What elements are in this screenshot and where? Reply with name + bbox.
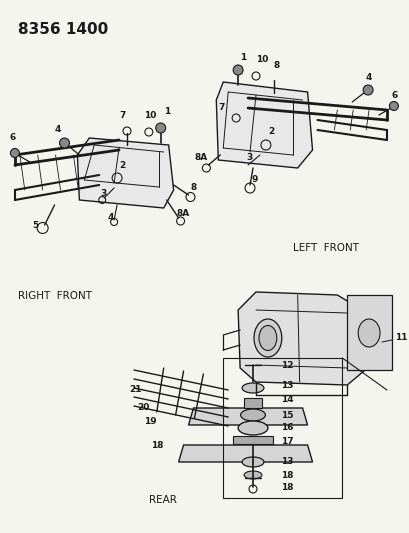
Text: 17: 17 xyxy=(280,438,293,447)
Text: 15: 15 xyxy=(280,410,292,419)
Circle shape xyxy=(155,123,165,133)
Text: 2: 2 xyxy=(267,127,274,136)
Bar xyxy=(346,295,391,370)
Text: 6: 6 xyxy=(10,133,16,142)
Text: 8: 8 xyxy=(273,61,279,69)
Bar xyxy=(243,398,261,408)
Bar xyxy=(222,358,342,498)
Circle shape xyxy=(10,149,19,157)
Text: 9: 9 xyxy=(250,175,257,184)
Ellipse shape xyxy=(238,421,267,435)
Bar xyxy=(233,436,272,444)
Text: 4: 4 xyxy=(107,214,113,222)
Text: 14: 14 xyxy=(280,395,293,405)
Ellipse shape xyxy=(240,409,265,421)
Ellipse shape xyxy=(254,319,281,357)
Polygon shape xyxy=(188,408,307,425)
Text: 18: 18 xyxy=(280,472,292,481)
Text: 8A: 8A xyxy=(194,154,207,163)
Text: 16: 16 xyxy=(280,424,292,432)
Text: 20: 20 xyxy=(137,403,149,413)
Text: 4: 4 xyxy=(54,125,61,134)
Circle shape xyxy=(362,85,372,95)
Ellipse shape xyxy=(258,326,276,351)
Polygon shape xyxy=(178,445,312,462)
Text: RIGHT  FRONT: RIGHT FRONT xyxy=(18,291,92,301)
Text: 1: 1 xyxy=(163,108,170,117)
Text: 3: 3 xyxy=(245,154,252,163)
Polygon shape xyxy=(216,82,312,168)
Text: 4: 4 xyxy=(364,74,371,83)
Text: 10: 10 xyxy=(255,55,268,64)
Text: 3: 3 xyxy=(100,189,106,198)
Text: 7: 7 xyxy=(119,110,125,119)
Text: 1: 1 xyxy=(240,53,246,62)
Text: REAR: REAR xyxy=(148,495,176,505)
Text: 13: 13 xyxy=(280,457,292,466)
Ellipse shape xyxy=(243,471,261,479)
Text: 6: 6 xyxy=(391,92,397,101)
Ellipse shape xyxy=(357,319,379,347)
Text: 18: 18 xyxy=(151,440,163,449)
Text: 10: 10 xyxy=(144,111,156,120)
Text: 13: 13 xyxy=(280,381,292,390)
Text: 8A: 8A xyxy=(176,209,189,219)
Polygon shape xyxy=(77,138,173,208)
Text: 8: 8 xyxy=(190,183,196,192)
Text: 2: 2 xyxy=(119,160,125,169)
Text: 11: 11 xyxy=(394,334,407,343)
Polygon shape xyxy=(238,292,364,385)
Text: LEFT  FRONT: LEFT FRONT xyxy=(292,243,358,253)
Text: 19: 19 xyxy=(144,417,156,426)
Text: 18: 18 xyxy=(280,482,292,491)
Circle shape xyxy=(59,138,69,148)
Circle shape xyxy=(233,65,243,75)
Circle shape xyxy=(389,101,398,110)
Text: 21: 21 xyxy=(129,385,141,394)
Ellipse shape xyxy=(241,457,263,467)
Text: 12: 12 xyxy=(280,360,292,369)
Text: 5: 5 xyxy=(33,221,39,230)
Text: 7: 7 xyxy=(218,103,224,112)
Ellipse shape xyxy=(241,383,263,393)
Text: 8356 1400: 8356 1400 xyxy=(18,22,108,37)
